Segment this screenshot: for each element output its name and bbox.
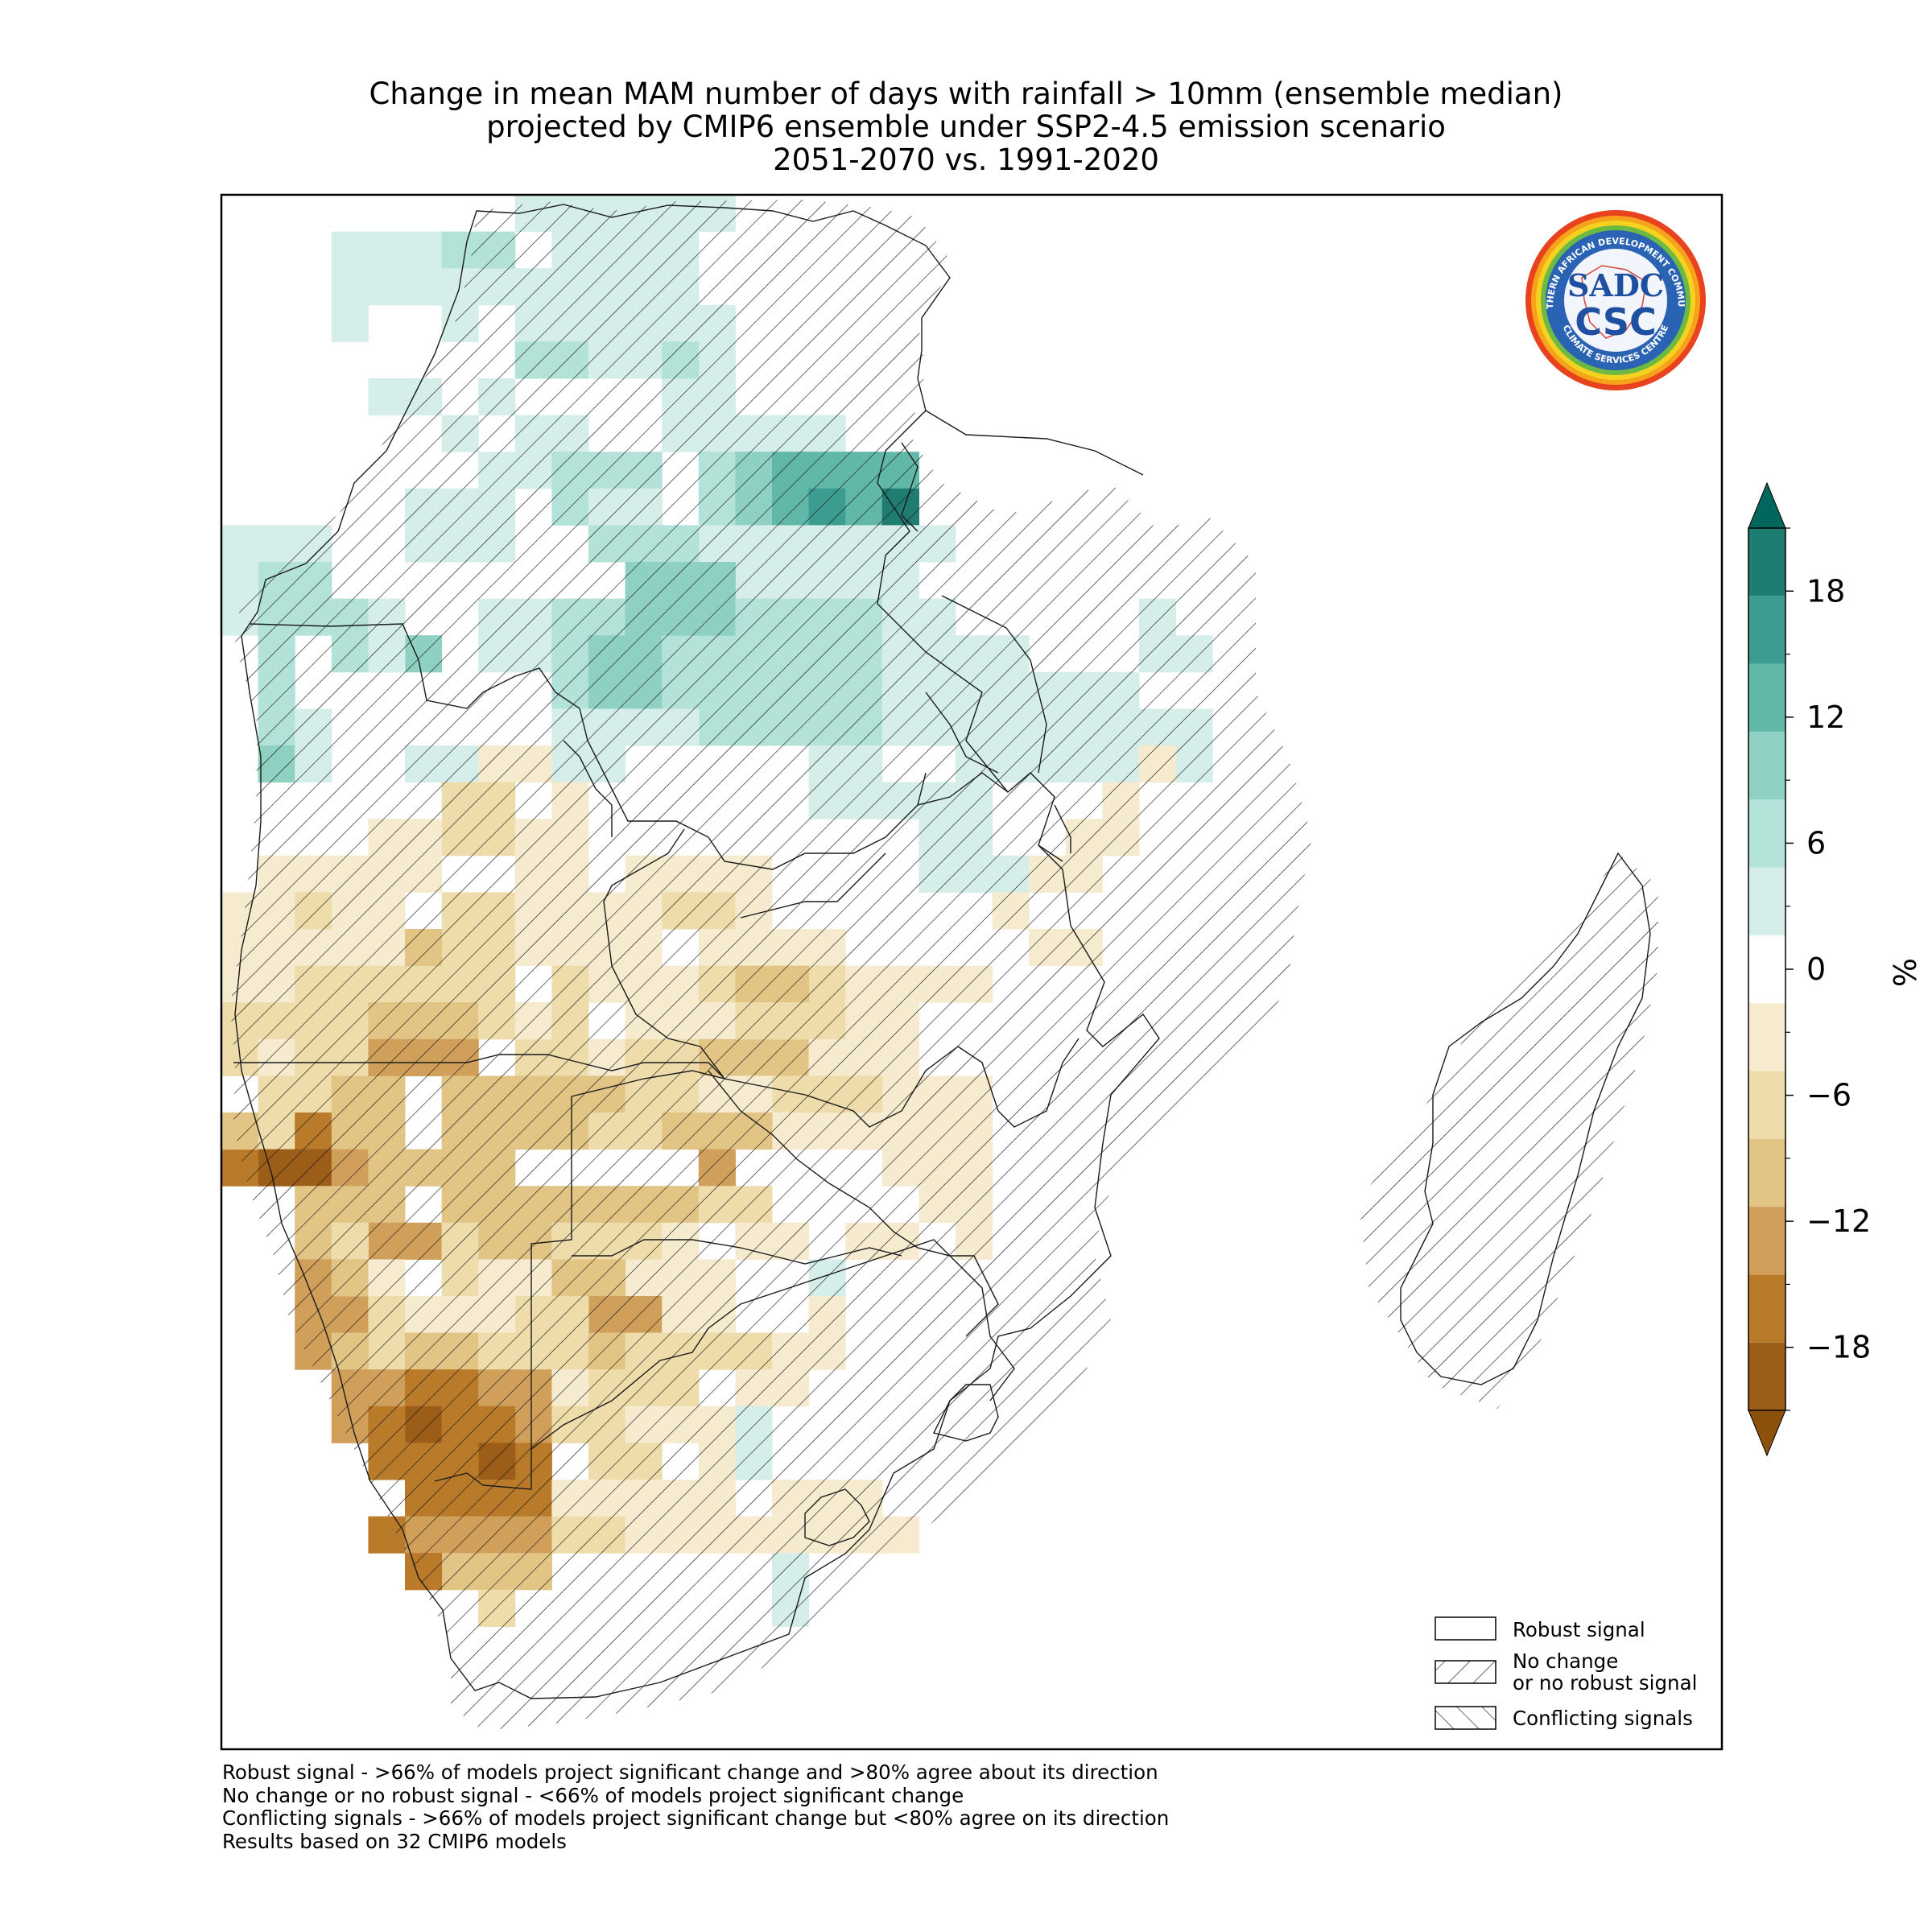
colorbar-tick-label: 6 (1806, 825, 1826, 861)
colorbar: 18 12 6 0 −6 −12 −18 % (1748, 481, 1923, 1457)
footnote-model-count: Results based on 32 CMIP6 models (222, 1829, 567, 1853)
legend-swatch-conflicting (1435, 1706, 1496, 1730)
title-line-1: Change in mean MAM number of days with r… (369, 76, 1563, 111)
hatch-legend: Robust signal No change or no robust sig… (1435, 1616, 1697, 1730)
colorbar-extend-min (1748, 1410, 1786, 1457)
legend-label-no-change-2: or no robust signal (1513, 1671, 1697, 1695)
colorbar-segment (1748, 528, 1785, 597)
colorbar-tick-label: −6 (1806, 1078, 1852, 1113)
colorbar-segment (1748, 799, 1785, 868)
colorbar-segment (1748, 1003, 1785, 1071)
colorbar-segment (1748, 867, 1785, 935)
footnote-robust: Robust signal - >66% of models project s… (222, 1761, 1158, 1784)
colorbar-tick-label: 12 (1806, 700, 1845, 735)
chart-title: Change in mean MAM number of days with r… (0, 77, 1932, 176)
colorbar-segment (1748, 1071, 1785, 1139)
legend-label-conflicting: Conflicting signals (1513, 1707, 1693, 1730)
colorbar-ticks: 18 12 6 0 −6 −12 −18 (1785, 527, 1871, 1411)
footnotes: Robust signal - >66% of models project s… (222, 1761, 1169, 1853)
madagascar-outline (1400, 852, 1651, 1385)
legend-label-robust: Robust signal (1513, 1618, 1645, 1641)
grid-cell (331, 304, 369, 342)
hatch-no-robust-signal (230, 200, 1658, 1731)
colorbar-extend-max (1748, 481, 1786, 529)
colorbar-segment (1748, 935, 1785, 1004)
footnote-conflicting: Conflicting signals - >66% of models pro… (222, 1806, 1170, 1830)
map-frame (220, 193, 1724, 1751)
colorbar-segment (1748, 1207, 1785, 1275)
legend-label-no-change-1: No change (1513, 1649, 1618, 1673)
map-layers (221, 195, 1658, 1731)
footnote-no-change: No change or no robust signal - <66% of … (222, 1783, 964, 1807)
colorbar-tick-label: −12 (1806, 1203, 1871, 1239)
title-line-2: projected by CMIP6 ensemble under SSP2-4… (486, 109, 1446, 144)
colorbar-segment (1748, 1138, 1785, 1208)
logo-mark-top: SADC (1567, 267, 1664, 303)
legend-swatch-no-change (1435, 1660, 1496, 1684)
colorbar-segment (1748, 731, 1785, 800)
colorbar-segment (1748, 596, 1785, 664)
colorbar-unit-label: % (1888, 958, 1923, 987)
country-borders (233, 204, 1160, 1699)
colorbar-segments (1748, 528, 1785, 1410)
legend-swatch-robust (1435, 1616, 1496, 1641)
colorbar-segment (1748, 663, 1785, 732)
colorbar-tick-label: −18 (1806, 1330, 1871, 1365)
colorbar-tick-label: 18 (1806, 573, 1845, 609)
logo-mark-bottom: CSC (1575, 300, 1657, 344)
colorbar-tick-label: 0 (1806, 952, 1826, 987)
colorbar-segment (1748, 1342, 1785, 1410)
title-line-3: 2051-2070 vs. 1991-2020 (773, 142, 1159, 177)
grid-cell (368, 268, 479, 306)
colorbar-segment (1748, 1274, 1785, 1343)
